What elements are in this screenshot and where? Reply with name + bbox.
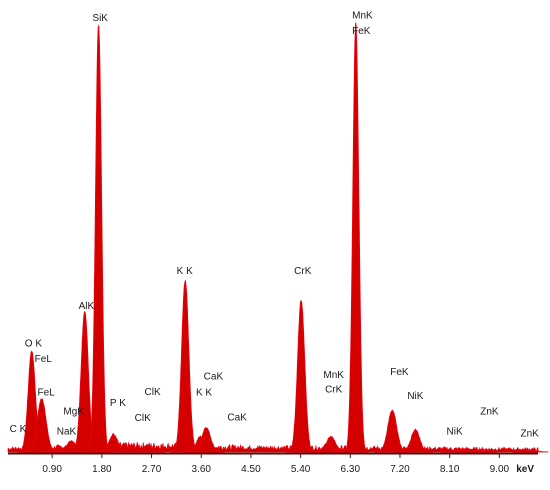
peak-sik-6 xyxy=(86,24,112,454)
peak-label-clk: ClK xyxy=(135,413,151,424)
x-tick-label: 4.50 xyxy=(241,464,261,475)
peak-label-cak: CaK xyxy=(227,412,247,423)
peak-nik-17 xyxy=(397,428,434,453)
peak-label-fel: FeL xyxy=(37,388,55,399)
spectrum-peaks xyxy=(17,22,549,454)
x-axis-unit-label: keV xyxy=(516,464,534,475)
peak-label-mnk: MnK xyxy=(352,11,373,22)
peak-label-fel: FeL xyxy=(35,354,53,365)
peak-label-kk: K K xyxy=(177,266,193,277)
x-axis-ticks: 0.90 1.80 2.70 3.60 4.50 5.40 6.30 7.20 8.10 9.00 xyxy=(42,454,510,475)
peak-fek-16 xyxy=(374,409,411,453)
peak-label-nik: NiK xyxy=(407,391,423,402)
peak-label-mgk: MgK xyxy=(63,407,84,418)
x-tick-label: 2.70 xyxy=(142,464,162,475)
peak-mnk-15 xyxy=(343,22,369,454)
peak-label-nik: NiK xyxy=(447,426,463,437)
peak-label-ck: C K xyxy=(10,424,27,435)
x-tick-label: 3.60 xyxy=(191,464,211,475)
peak-label-kk: K K xyxy=(196,388,212,399)
peak-label-znk: ZnK xyxy=(521,429,540,440)
peak-znk-19 xyxy=(461,448,498,454)
peak-label-ok: O K xyxy=(25,338,43,349)
peak-label-znk: ZnK xyxy=(480,407,499,418)
peak-label-sik: SiK xyxy=(92,13,108,24)
peak-pk-7 xyxy=(95,432,132,454)
peak-label-crk: CrK xyxy=(294,266,312,277)
peak-label-mnk: MnK xyxy=(323,370,344,381)
peak-cak-11 xyxy=(187,426,225,453)
x-tick-label: 9.00 xyxy=(490,464,510,475)
x-tick-label: 8.10 xyxy=(440,464,460,475)
peak-kk-9 xyxy=(170,279,200,453)
peak-crk-12 xyxy=(286,300,316,454)
peak-label-fek: FeK xyxy=(352,26,371,37)
peak-label-alk: AlK xyxy=(79,301,95,312)
peak-label-fek: FeK xyxy=(390,367,409,378)
peak-label-clk: ClK xyxy=(145,387,161,398)
x-tick-label: 5.40 xyxy=(291,464,311,475)
x-tick-label: 0.90 xyxy=(42,464,62,475)
peak-labels: C K O K FeL FeL NaK MgK AlK SiK P K ClK ClK K K CaK K… xyxy=(10,11,540,440)
x-tick-label: 6.30 xyxy=(341,464,361,475)
x-tick-label: 7.20 xyxy=(390,464,410,475)
peak-znk-20 xyxy=(512,449,549,453)
peak-label-nak: NaK xyxy=(57,426,77,437)
peak-label-cak: CaK xyxy=(204,371,224,382)
peak-mnk-14 xyxy=(310,441,347,454)
x-tick-label: 1.80 xyxy=(92,464,112,475)
peak-clk-8 xyxy=(129,444,166,453)
peak-label-crk: CrK xyxy=(325,385,343,396)
peak-label-pk: P K xyxy=(110,398,126,409)
